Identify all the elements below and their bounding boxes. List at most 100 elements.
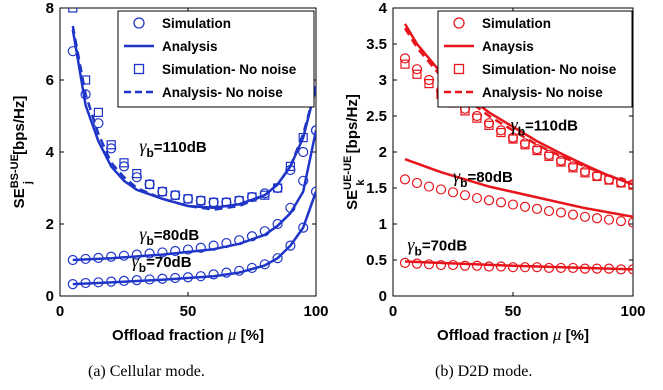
legend-label: Simulation- No noise — [162, 62, 297, 77]
data-point-circle-80dB — [459, 190, 471, 201]
series-line-80dB-analysis — [72, 130, 316, 262]
data-point-square-110dB — [247, 192, 257, 202]
series-line-70dB-analysis — [72, 191, 316, 286]
data-point-circle-80dB — [221, 237, 232, 249]
data-point-square-110dB — [592, 171, 602, 182]
legend-label: Analysis- No noise — [162, 85, 283, 100]
data-point-circle-80dB — [423, 181, 435, 192]
data-point-circle-70dB — [106, 276, 117, 287]
data-point-circle-70dB — [399, 257, 411, 268]
y-tick-label: 8 — [46, 0, 54, 17]
y-tick-label: 3 — [379, 72, 387, 89]
data-point-circle-80dB — [519, 201, 531, 212]
data-point-square-110dB — [80, 75, 91, 85]
y-tick-label: 3.5 — [366, 36, 387, 53]
data-point-square-110dB — [556, 157, 566, 167]
data-point-circle-80dB — [627, 217, 633, 228]
data-point-circle-80dB — [399, 174, 411, 185]
data-point-circle-80dB — [93, 252, 104, 263]
legend-label: Analysis- No noise — [482, 85, 603, 100]
legend-item: Analysis- No noise — [124, 85, 283, 100]
data-point-circle-70dB — [519, 262, 531, 273]
x-axis-label: Offload fraction μ [%] — [112, 325, 264, 344]
data-point-square-110dB — [532, 145, 542, 156]
data-point-circle-110dB — [298, 146, 309, 158]
annotation-0: γb=110dB — [511, 114, 579, 138]
series-line-110dB-analysis-no-noise — [403, 27, 633, 186]
data-point-circle-110dB — [182, 193, 194, 204]
data-point-square-110dB — [544, 151, 554, 161]
data-point-square-110dB — [616, 178, 626, 188]
data-point-circle-110dB — [208, 197, 219, 208]
y-tick-label: 0.5 — [366, 252, 387, 269]
data-point-circle-80dB — [285, 202, 296, 213]
data-point-circle-70dB — [298, 222, 309, 233]
x-tick-label: 50 — [180, 303, 197, 320]
data-point-circle-70dB — [93, 277, 104, 288]
data-point-circle-110dB — [157, 186, 168, 197]
legend-item: Analysis — [124, 39, 218, 54]
data-point-square-110dB — [424, 78, 434, 89]
legend: Simulation Analysis Simulation- No noise An… — [117, 10, 315, 108]
data-point-circle-110dB — [80, 89, 91, 100]
data-point-circle-110dB — [170, 190, 181, 201]
annotation-2: γb=70dB — [132, 251, 192, 275]
data-point-circle-80dB — [208, 240, 219, 251]
legend-item: Simulation — [453, 16, 551, 31]
data-point-square-110dB — [106, 140, 116, 150]
data-point-square-110dB — [234, 196, 244, 206]
data-point-square-110dB — [520, 140, 530, 150]
data-point-square-110dB — [400, 59, 410, 69]
data-point-circle-80dB — [246, 231, 258, 242]
data-point-circle-70dB — [603, 263, 615, 274]
data-point-circle-70dB — [310, 186, 316, 197]
annotation-1: γb=80dB — [453, 166, 513, 190]
data-point-circle-70dB — [144, 274, 155, 285]
x-tick-label: 100 — [620, 303, 645, 320]
data-point-circle-80dB — [543, 205, 555, 217]
x-axis-label: Offload fraction μ [%] — [437, 325, 589, 344]
data-point-square-110dB — [145, 179, 155, 189]
y-tick-label: 0 — [379, 288, 387, 305]
data-point-square-110dB — [183, 194, 193, 204]
legend-marker-circle — [133, 17, 145, 29]
data-point-circle-80dB — [483, 195, 495, 206]
data-point-square-110dB — [132, 169, 142, 179]
y-tick-label: 6 — [46, 72, 54, 89]
data-point-square-110dB — [285, 161, 295, 171]
data-point-circle-80dB — [195, 242, 206, 253]
data-point-circle-70dB — [483, 261, 495, 272]
x-tick-label: 100 — [303, 303, 328, 320]
data-point-square-110dB — [484, 120, 494, 130]
data-point-circle-110dB — [195, 195, 206, 206]
annotation-0: γb=110dB — [139, 136, 207, 160]
data-point-circle-80dB — [591, 213, 603, 224]
series-line-70dB-analysis — [404, 260, 633, 271]
y-tick-label: 4 — [379, 0, 388, 17]
data-point-square-110dB — [273, 183, 283, 193]
legend-marker-square — [453, 63, 465, 75]
y-tick-label: 2 — [46, 216, 54, 233]
data-point-square-110dB — [196, 196, 206, 206]
annotation-2: γb=70dB — [407, 235, 467, 259]
data-point-circle-70dB — [195, 271, 206, 282]
data-point-circle-70dB — [531, 262, 543, 273]
data-point-circle-80dB — [157, 247, 168, 258]
y-tick-label: 2.5 — [366, 108, 387, 125]
legend-item: Simulation- No noise — [133, 62, 297, 77]
legend-label: Simulation — [482, 16, 551, 31]
data-point-circle-80dB — [495, 197, 507, 208]
y-tick-label: 0 — [46, 288, 54, 305]
caption-cellular: (a) Cellular mode. — [88, 363, 205, 380]
data-point-circle-70dB — [495, 261, 507, 272]
data-point-circle-70dB — [543, 262, 555, 274]
data-point-square-110dB — [628, 180, 633, 190]
data-point-square-110dB — [508, 134, 518, 144]
data-point-circle-70dB — [435, 259, 447, 271]
data-point-circle-70dB — [579, 263, 591, 274]
data-point-circle-80dB — [567, 209, 579, 220]
data-point-circle-70dB — [459, 260, 471, 271]
data-point-circle-80dB — [471, 192, 483, 204]
legend-marker-circle — [453, 17, 465, 29]
